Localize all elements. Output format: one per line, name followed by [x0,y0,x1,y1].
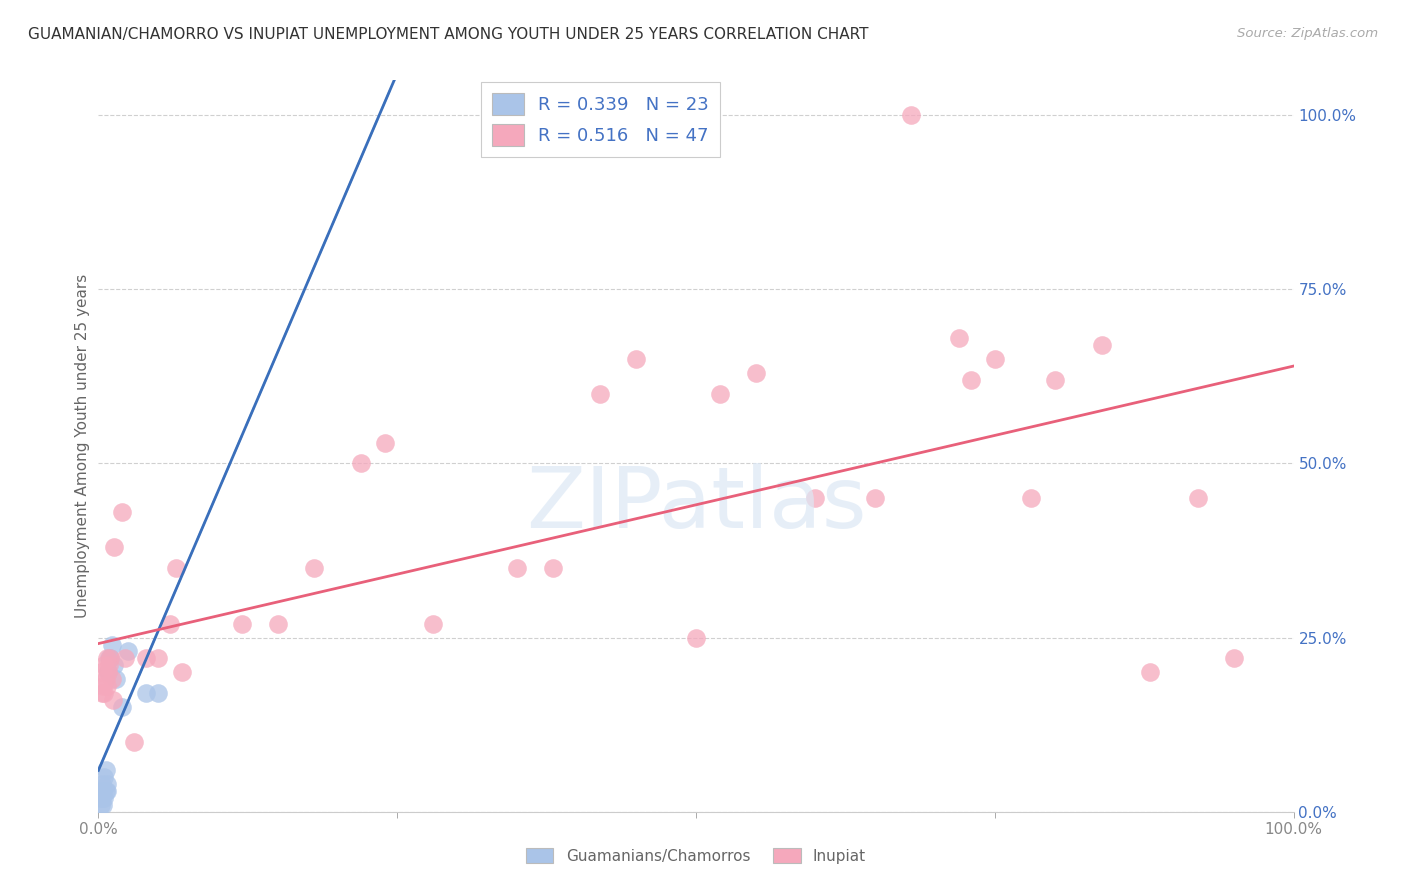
Point [105,673,128,687]
Legend: Guamanians/Chamorros, Inupiat: Guamanians/Chamorros, Inupiat [520,842,872,870]
Point [1091,338,1114,352]
Point [863,491,886,506]
Point [267,616,290,631]
Point [709,386,731,401]
Point [541,561,564,575]
Point [135,651,157,665]
Point [1043,373,1066,387]
Y-axis label: Unemployment Among Youth under 25 years: Unemployment Among Youth under 25 years [75,274,90,618]
Text: GUAMANIAN/CHAMORRO VS INUPIAT UNEMPLOYMENT AMONG YOUTH UNDER 25 YEARS CORRELATIO: GUAMANIAN/CHAMORRO VS INUPIAT UNEMPLOYME… [28,27,869,42]
Point [94,784,117,798]
Point [804,491,827,506]
Point [94,763,117,777]
Point [1019,491,1042,506]
Point [685,631,707,645]
Point [91,686,114,700]
Point [96,651,118,665]
Point [101,693,124,707]
Point [111,505,134,519]
Point [172,665,194,680]
Text: ZIPatlas: ZIPatlas [526,463,866,546]
Point [91,790,114,805]
Point [90,665,112,680]
Point [94,673,117,687]
Text: Source: ZipAtlas.com: Source: ZipAtlas.com [1237,27,1378,40]
Point [589,386,612,401]
Point [983,351,1005,366]
Point [148,686,170,700]
Point [159,616,181,631]
Point [96,784,118,798]
Point [506,561,529,575]
Point [97,665,120,680]
Point [93,658,115,673]
Point [90,797,112,812]
Point [96,679,118,693]
Point [900,108,922,122]
Point [745,366,768,380]
Point [114,651,136,665]
Point [97,665,120,680]
Point [302,561,325,575]
Point [89,790,111,805]
Point [959,373,981,387]
Point [124,735,146,749]
Point [111,700,134,714]
Point [1222,651,1246,665]
Point [91,784,114,798]
Point [100,673,122,687]
Point [98,651,122,665]
Point [98,651,121,665]
Point [93,770,115,784]
Point [231,616,253,631]
Point [96,777,118,791]
Point [91,679,114,693]
Point [93,790,115,805]
Point [98,651,122,665]
Point [422,616,444,631]
Point [117,644,139,658]
Point [165,561,187,575]
Point [374,435,396,450]
Point [1139,665,1161,680]
Point [93,686,115,700]
Point [91,777,114,791]
Point [135,686,157,700]
Point [91,797,114,812]
Point [350,457,373,471]
Point [103,658,125,673]
Point [103,540,125,554]
Point [624,351,647,366]
Point [98,658,121,673]
Point [148,651,170,665]
Point [100,638,122,652]
Point [1187,491,1209,506]
Point [948,331,970,345]
Point [90,784,112,798]
